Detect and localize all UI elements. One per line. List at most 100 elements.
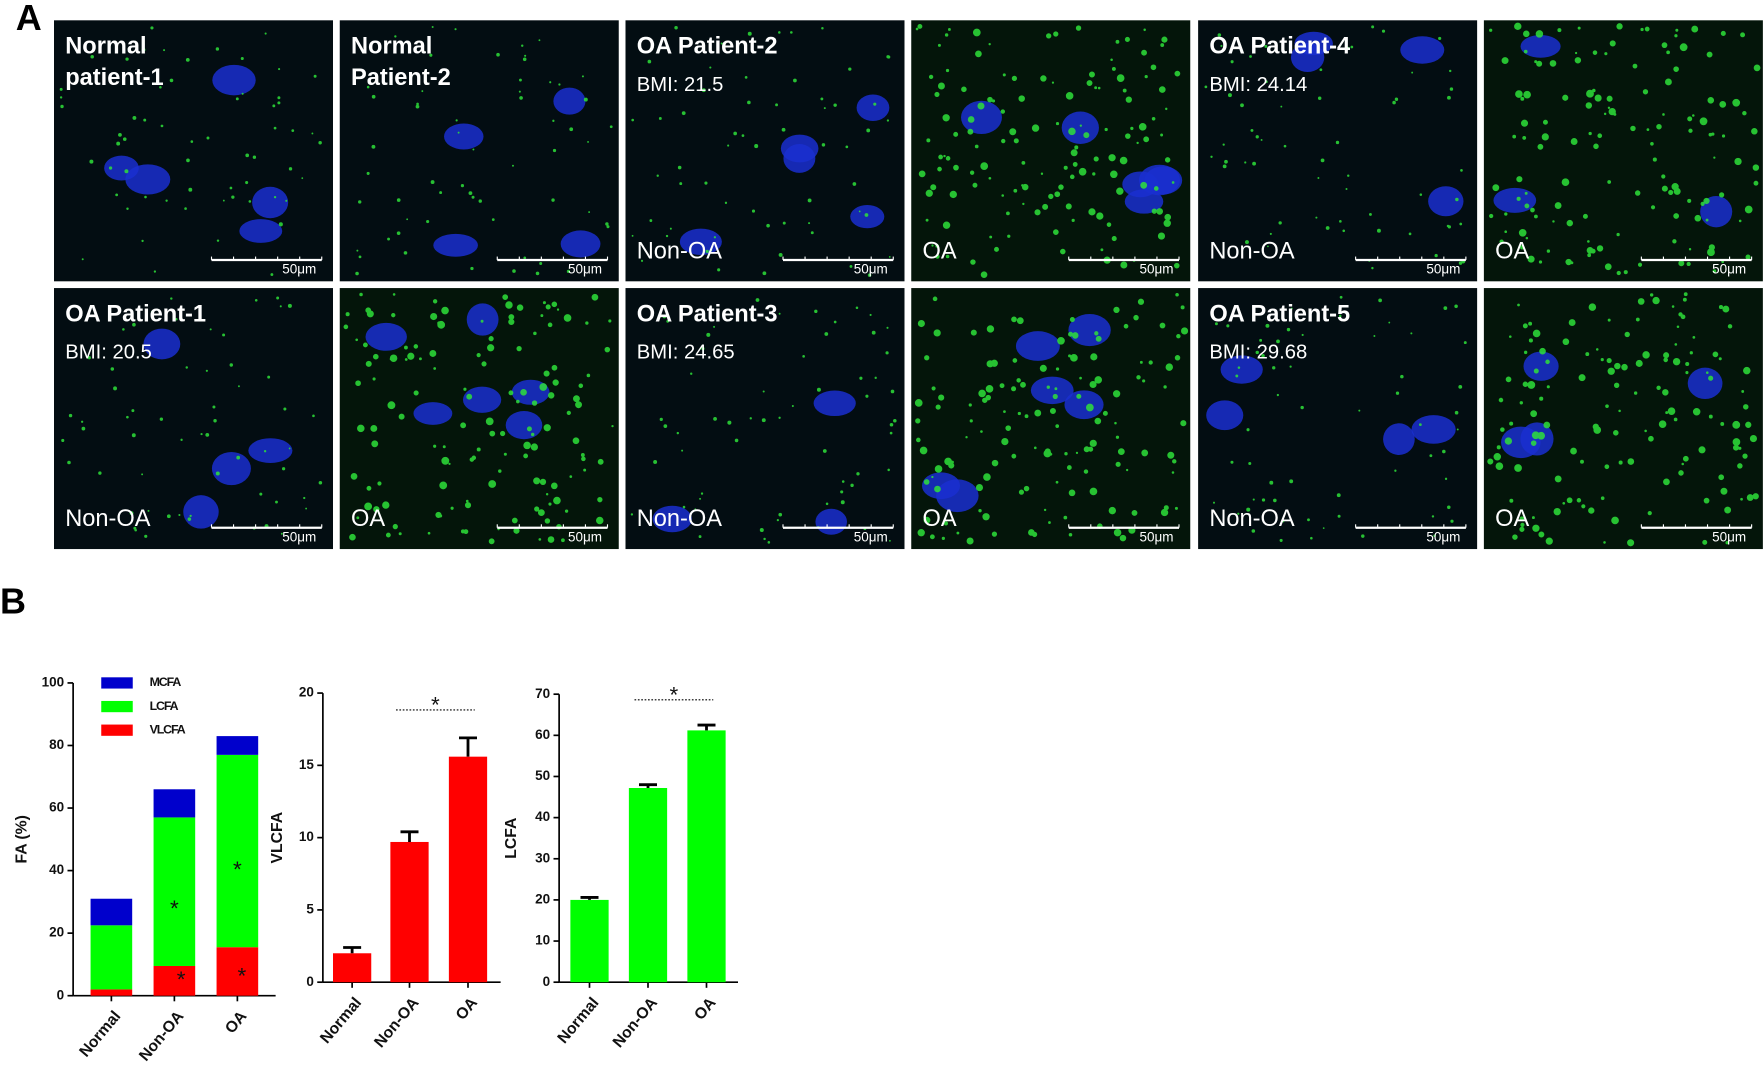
y-tick-label: 5 — [306, 901, 314, 916]
y-axis-title: FA (%) — [14, 815, 31, 863]
tile-group: OA — [923, 506, 957, 532]
micrograph: OA 50μm — [1483, 20, 1763, 282]
micrograph: OA 50μm — [339, 288, 619, 550]
legend-label: VLCFA — [150, 722, 186, 736]
error-bar — [459, 736, 477, 757]
micrograph: OA Patient-4 BMI: 24.14 Non-OA 50μm — [1198, 20, 1478, 282]
significance-star: * — [669, 682, 678, 707]
error-bar — [400, 830, 419, 842]
tile-title: Normal — [65, 34, 146, 60]
nucleus — [783, 144, 816, 173]
y-tick-label: 0 — [543, 974, 551, 989]
bar-segment — [216, 947, 259, 996]
bar-segment — [216, 754, 259, 948]
x-tick-label: Non-OA — [610, 995, 661, 1052]
scale-label: 50μm — [282, 262, 316, 277]
nucleus — [1493, 187, 1537, 213]
y-tick-label: 30 — [535, 850, 550, 865]
nucleus — [1061, 111, 1099, 145]
bar — [333, 953, 372, 983]
y-tick-label: 80 — [49, 737, 64, 752]
micrograph: OA 50μm — [911, 288, 1191, 550]
micrograph: OA Patient-2 BMI: 21.5 Non-OA 50μm — [625, 20, 905, 282]
scale-label: 50μm — [1426, 262, 1460, 277]
significance-star: * — [237, 964, 246, 989]
scale-label: 50μm — [854, 529, 888, 544]
micrograph-background — [1483, 20, 1763, 282]
x-tick-label: Non-OA — [136, 1008, 187, 1065]
nucleus — [553, 87, 586, 115]
nucleus — [815, 508, 848, 535]
bar-segment — [90, 989, 133, 996]
micrograph: OA Patient-3 BMI: 24.65 Non-OA 50μm — [625, 288, 905, 550]
scale-label: 50μm — [1712, 262, 1746, 277]
micrograph: OA 50μm — [1483, 288, 1763, 550]
x-tick-label: OA — [453, 995, 481, 1024]
y-tick-label: 10 — [535, 933, 550, 948]
bar-segment — [153, 965, 196, 996]
y-tick-label: 40 — [49, 862, 64, 877]
nucleus — [1064, 390, 1104, 420]
y-tick-label: 20 — [49, 925, 64, 940]
nucleus — [365, 322, 407, 351]
nucleus — [1206, 400, 1244, 431]
bar-segment — [90, 925, 133, 990]
x-tick-label: OA — [222, 1008, 250, 1037]
y-tick-label: 60 — [535, 727, 550, 742]
scale-label: 50μm — [854, 262, 888, 277]
nucleus — [1687, 367, 1723, 400]
error-bar — [343, 946, 362, 954]
bar — [570, 899, 609, 983]
nucleus — [856, 94, 890, 121]
micrograph: Normal patient-1 50μm — [54, 20, 333, 282]
tile-title: OA Patient-5 — [1209, 301, 1350, 327]
y-tick-label: 70 — [535, 686, 550, 701]
error-bar — [580, 896, 599, 900]
bar-segment — [153, 789, 196, 818]
significance-star: * — [170, 896, 179, 921]
x-tick-label: Normal — [317, 995, 365, 1047]
scale-label: 50μm — [1426, 529, 1460, 544]
micrograph-background — [911, 20, 1191, 282]
scale-label: 50μm — [1139, 262, 1173, 277]
lipid-droplets — [343, 292, 614, 545]
tile-bmi: BMI: 24.65 — [637, 342, 735, 364]
tile-group: Non-OA — [1209, 506, 1295, 532]
micrograph-background — [1483, 288, 1763, 550]
nucleus — [679, 228, 722, 256]
legend-label: LCFA — [150, 699, 179, 713]
nucleus — [444, 123, 484, 150]
nucleus — [433, 233, 478, 257]
nucleus — [1220, 355, 1263, 384]
legend-swatch — [101, 724, 133, 736]
scale-label: 50μm — [282, 529, 316, 544]
bar-segment — [153, 817, 196, 966]
nucleus — [239, 219, 283, 243]
tile-title: OA Patient-4 — [1209, 34, 1350, 60]
significance-star: * — [177, 967, 186, 992]
tile-title: OA Patient-1 — [65, 301, 206, 327]
nucleus — [652, 505, 692, 533]
micrograph: OA Patient-5 BMI: 29.68 Non-OA 50μm — [1198, 288, 1478, 550]
tile-group: OA — [923, 238, 957, 264]
micrograph-background — [1198, 20, 1478, 282]
panel-label: B — [0, 581, 26, 622]
nucleus — [813, 390, 856, 417]
tile-group: OA — [1495, 506, 1529, 532]
nucleus — [211, 451, 251, 486]
bar-segment — [90, 898, 133, 926]
tile-group: Non-OA — [637, 238, 723, 264]
significance-star: * — [431, 693, 440, 718]
significance-star: * — [233, 857, 242, 882]
micrograph-background — [625, 20, 905, 282]
bar — [390, 841, 429, 983]
legend-swatch — [101, 700, 133, 713]
y-tick-label: 0 — [306, 974, 314, 989]
x-tick-label: Normal — [555, 995, 603, 1047]
tile-group: Non-OA — [637, 506, 723, 532]
y-tick-label: 20 — [299, 685, 314, 700]
nucleus — [1411, 415, 1456, 444]
nucleus — [212, 64, 256, 96]
y-tick-label: 15 — [299, 757, 315, 772]
